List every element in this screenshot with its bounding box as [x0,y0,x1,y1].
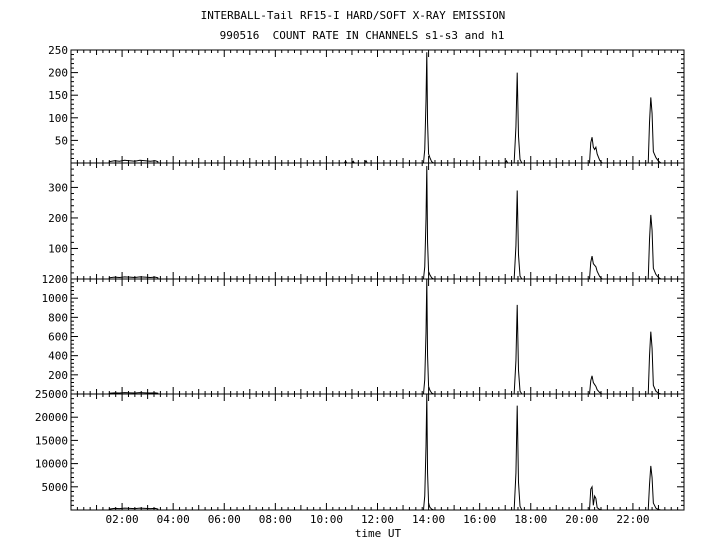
panel-frame-s1 [70,49,685,164]
y-tick-label-s3: 600 [48,331,68,344]
x-tick-label: 02:00 [106,513,139,526]
y-tick-label-s1: 150 [48,89,68,102]
y-tick-label-s1: 50 [55,134,68,147]
y-tick-label-s3: 800 [48,311,68,324]
x-tick-label: 18:00 [514,513,547,526]
y-tick-label-s3: 400 [48,350,68,363]
y-tick-label-s1: 100 [48,112,68,125]
x-tick-label: 10:00 [310,513,343,526]
y-tick-label-h1: 20000 [35,411,68,424]
x-tick-label: 14:00 [412,513,445,526]
x-tick-label: 04:00 [157,513,190,526]
x-tick-label: 22:00 [616,513,649,526]
y-tick-label-s3: 1200 [42,273,69,286]
y-tick-label-h1: 25000 [35,388,68,401]
x-tick-label: 08:00 [259,513,292,526]
chart-title: INTERBALL-Tail RF15-I HARD/SOFT X-RAY EM… [200,9,506,22]
series-line-s2 [108,166,662,280]
y-tick-label-s2: 200 [48,212,68,225]
y-tick-label-h1: 5000 [42,481,69,494]
y-tick-label-s2: 300 [48,181,68,194]
series-line-s3 [108,278,662,395]
chart-subtitle: 990516 COUNT RATE IN CHANNELS s1-s3 and … [219,29,505,42]
y-tick-label-s3: 200 [48,369,68,382]
panel-frame-s2 [70,162,685,280]
x-tick-label: 16:00 [463,513,496,526]
y-tick-label-s2: 100 [48,242,68,255]
series-line-h1 [108,393,662,511]
y-tick-label-s1: 250 [48,44,68,57]
x-tick-label: 12:00 [361,513,394,526]
y-tick-label-s3: 1000 [42,292,69,305]
y-tick-label-s1: 200 [48,67,68,80]
series-line-s1 [108,52,662,164]
y-tick-label-h1: 10000 [35,458,68,471]
x-tick-label: 06:00 [208,513,241,526]
x-tick-label: 20:00 [565,513,598,526]
x-axis-label: time UT [354,527,402,540]
y-tick-label-h1: 15000 [35,434,68,447]
